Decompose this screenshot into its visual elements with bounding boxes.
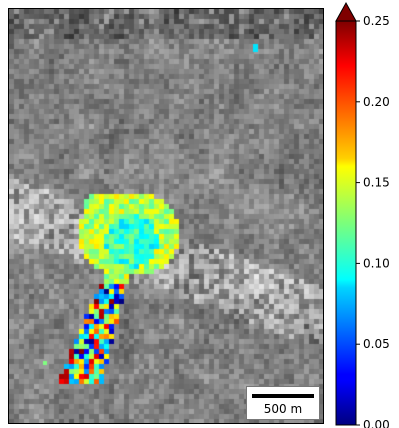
map-panel: 500 m <box>8 8 324 424</box>
colorbar-body <box>335 1 357 426</box>
colorbar-tick-label: 0.00 <box>363 418 390 428</box>
colorbar-tick-label: 0.25 <box>363 14 390 28</box>
map-raster <box>9 9 323 423</box>
colorbar-tick-label: 0.20 <box>363 95 390 109</box>
colorbar-tick-label: 0.05 <box>363 337 390 351</box>
scale-bar-line <box>252 394 314 398</box>
scale-bar-label: 500 m <box>263 402 303 416</box>
colorbar-extend-arrow <box>335 1 357 22</box>
scale-bar: 500 m <box>246 386 320 420</box>
colorbar-ticks: 0.00 0.05 0.10 0.15 0.20 0.25 <box>356 14 390 428</box>
colorbar-tick-label: 0.15 <box>363 176 390 190</box>
colorbar-gradient <box>335 20 357 426</box>
colorbar-tick-label: 0.10 <box>363 256 390 270</box>
